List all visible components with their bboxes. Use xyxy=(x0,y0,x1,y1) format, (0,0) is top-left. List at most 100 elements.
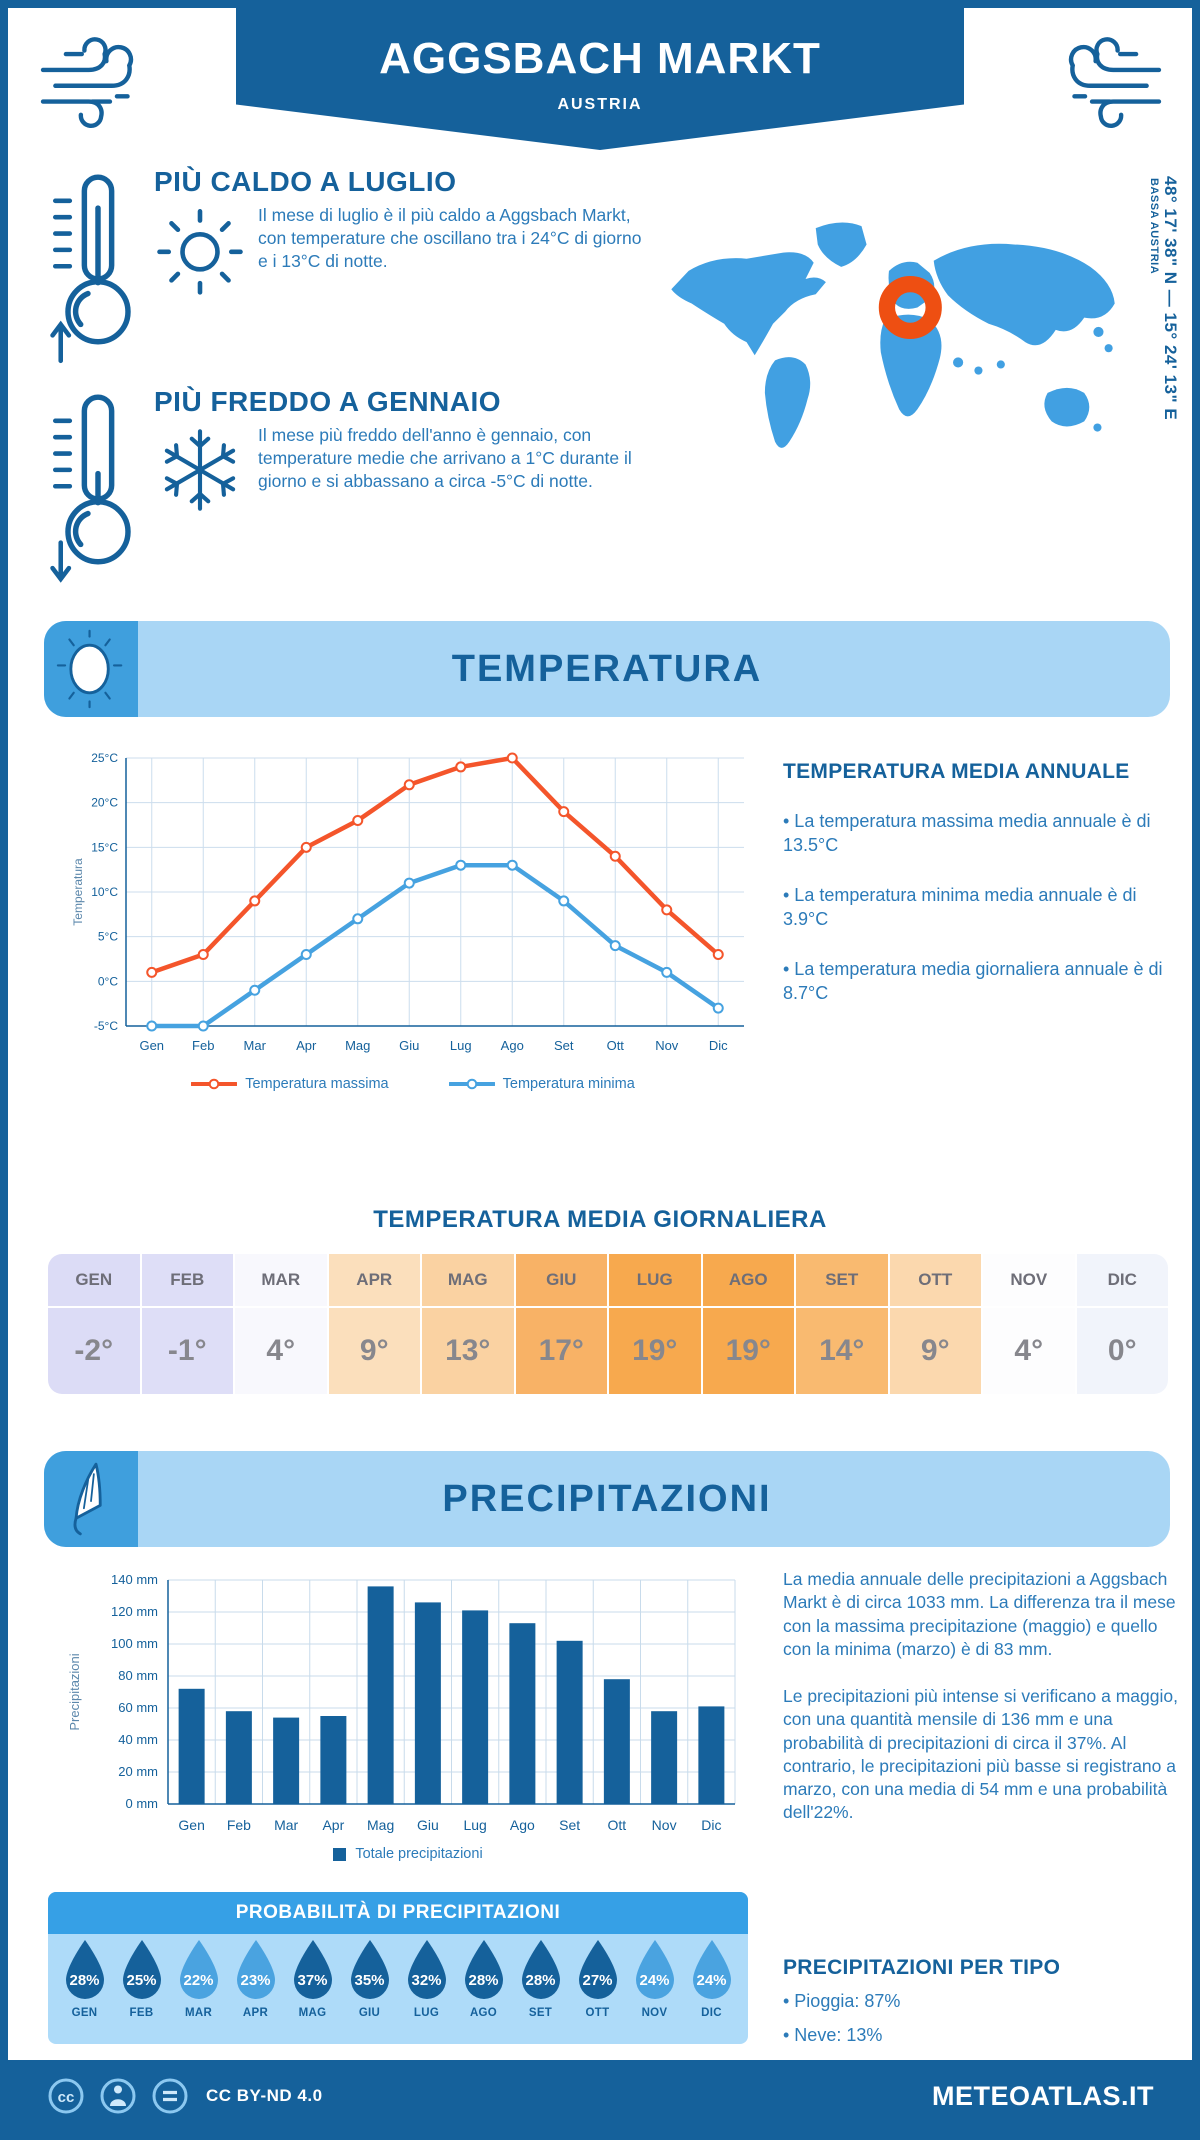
warmest-month-title: PIÙ CALDO A LUGLIO xyxy=(154,166,457,197)
table-month-header: FEB xyxy=(141,1254,233,1306)
no-derivatives-icon xyxy=(152,2078,188,2114)
svg-text:Mar: Mar xyxy=(274,1817,298,1833)
svg-text:5°C: 5°C xyxy=(98,930,118,944)
table-temperature-value: -1° xyxy=(141,1308,233,1394)
daily-table-title: TEMPERATURA MEDIA GIORNALIERA xyxy=(373,1206,827,1233)
probability-value: 25% xyxy=(126,1972,157,1989)
license-label: CC BY-ND 4.0 xyxy=(206,2086,323,2105)
table-temperature-value: 9° xyxy=(328,1308,420,1394)
table-temperature-value: 19° xyxy=(609,1308,701,1394)
svg-text:cc: cc xyxy=(58,2089,75,2106)
header-banner: AGGSBACH MARKT AUSTRIA xyxy=(236,8,964,150)
coldest-month-block: PIÙ FREDDO A GENNAIO Il mese più freddo … xyxy=(48,380,650,598)
table-month-header: GIU xyxy=(515,1254,607,1306)
probability-month: NOV xyxy=(641,2007,668,2019)
probability-value: 23% xyxy=(240,1972,271,1989)
probability-drop: 23% APR xyxy=(227,1939,284,2019)
probability-month: LUG xyxy=(413,2007,440,2019)
precipitation-section-banner: PRECIPITAZIONI xyxy=(44,1451,1170,1547)
table-month-header: NOV xyxy=(983,1254,1075,1306)
warmest-month-block: PIÙ CALDO A LUGLIO Il mese di luglio è i… xyxy=(48,160,650,378)
table-temperature-value: 14° xyxy=(796,1308,888,1394)
cc-license-icons: cc xyxy=(46,2076,190,2116)
probability-panel-title: PROBABILITÀ DI PRECIPITAZIONI xyxy=(48,1892,748,1934)
thermometer-down-icon xyxy=(50,394,131,583)
table-temperature-value: 19° xyxy=(702,1308,794,1394)
svg-text:15°C: 15°C xyxy=(91,840,118,854)
legend-square xyxy=(333,1847,347,1861)
temperature-line-chart: -5°C 0°C 5°C 10°C 15°C 20°C 25°C Gen Feb Mar Apr Ma… xyxy=(71,751,744,1053)
probability-month: AGO xyxy=(469,2007,498,2019)
svg-text:Mar: Mar xyxy=(244,1038,267,1053)
svg-text:Dic: Dic xyxy=(701,1817,721,1833)
svg-text:Giu: Giu xyxy=(399,1038,419,1053)
daily-temperature-table: GEN FEB MAR APR MAG GIU LUG AGO SET OTT NOV DIC -2° -… xyxy=(48,1254,1168,1394)
cc-icon: cc xyxy=(48,2078,84,2114)
table-month-header: APR xyxy=(328,1254,420,1306)
per-type-title: PRECIPITAZIONI PER TIPO xyxy=(783,1956,1061,1979)
wind-icon xyxy=(1068,37,1162,129)
coldest-month-text: Il mese più freddo dell'anno è gennaio, … xyxy=(258,425,632,492)
svg-text:Nov: Nov xyxy=(655,1038,679,1053)
annual-temperature-title: TEMPERATURA MEDIA ANNUALE xyxy=(783,760,1130,783)
probability-drops: 28% GEN 25% FEB 22% MAR 23% APR 37% MAG 35% GIU 32% L… xyxy=(48,1934,748,2019)
svg-text:-5°C: -5°C xyxy=(94,1019,118,1033)
coordinates-block: 48° 17' 38" N — 15° 24' 13" E BASSA AUST… xyxy=(1148,176,1180,616)
probability-value: 24% xyxy=(696,1972,727,1989)
temperature-chart-legend: Temperatura massima Temperatura minima xyxy=(68,1076,758,1092)
site-name: METEOATLAS.IT xyxy=(932,2080,1154,2111)
wind-icon xyxy=(40,37,134,129)
probability-value: 28% xyxy=(525,1972,556,1989)
table-month-header: MAG xyxy=(422,1254,514,1306)
svg-text:Gen: Gen xyxy=(178,1817,204,1833)
table-month-header: AGO xyxy=(702,1254,794,1306)
umbrella-tile-icon xyxy=(44,1451,138,1547)
probability-drop: 24% DIC xyxy=(683,1939,740,2019)
footer: cc CC BY-ND 4.0 METEOATLAS.IT xyxy=(8,2060,1192,2132)
probability-value: 24% xyxy=(639,1972,670,1989)
probability-drop: 27% OTT xyxy=(569,1939,626,2019)
annual-mean-bullet: • La temperatura media giornaliera annua… xyxy=(783,958,1163,1003)
probability-month: GIU xyxy=(358,2007,381,2019)
svg-text:Precipitazioni: Precipitazioni xyxy=(67,1653,82,1730)
probability-drop: 32% LUG xyxy=(398,1939,455,2019)
probability-drop: 24% NOV xyxy=(626,1939,683,2019)
probability-value: 27% xyxy=(582,1972,613,1989)
world-map xyxy=(671,222,1115,448)
annual-temperature-column: TEMPERATURA MEDIA ANNUALE • La temperatu… xyxy=(783,760,1183,1006)
svg-text:140 mm: 140 mm xyxy=(111,1572,158,1587)
probability-month: FEB xyxy=(129,2007,154,2019)
legend-item: Temperatura minima xyxy=(448,1076,635,1092)
svg-text:Feb: Feb xyxy=(227,1817,251,1833)
svg-text:Mag: Mag xyxy=(367,1817,394,1833)
precipitation-paragraph: La media annuale delle precipitazioni a … xyxy=(783,1569,1176,1659)
probability-month: GEN xyxy=(71,2007,98,2019)
region-label: BASSA AUSTRIA xyxy=(1148,178,1160,275)
snow-bullet: • Neve: 13% xyxy=(783,2024,883,2045)
probability-drop: 22% MAR xyxy=(170,1939,227,2019)
probability-drop: 28% SET xyxy=(512,1939,569,2019)
legend-label: Totale precipitazioni xyxy=(355,1846,483,1862)
svg-text:80 mm: 80 mm xyxy=(118,1668,158,1683)
svg-text:10°C: 10°C xyxy=(91,885,118,899)
svg-text:Apr: Apr xyxy=(296,1038,317,1053)
svg-text:Apr: Apr xyxy=(322,1817,344,1833)
probability-drop: 37% MAG xyxy=(284,1939,341,2019)
svg-text:0 mm: 0 mm xyxy=(126,1796,159,1811)
page-subtitle: AUSTRIA xyxy=(557,96,643,113)
svg-text:Set: Set xyxy=(554,1038,574,1053)
table-month-header: LUG xyxy=(609,1254,701,1306)
snowflake-icon xyxy=(164,429,236,511)
svg-text:Ago: Ago xyxy=(501,1038,524,1053)
svg-text:Lug: Lug xyxy=(463,1817,486,1833)
temperature-section-title: TEMPERATURA xyxy=(451,648,763,690)
svg-text:Ago: Ago xyxy=(510,1817,535,1833)
table-month-header: GEN xyxy=(48,1254,140,1306)
coordinates: 48° 17' 38" N — 15° 24' 13" E xyxy=(1161,176,1180,421)
table-temperature-value: 9° xyxy=(889,1308,981,1394)
table-temperature-value: 4° xyxy=(235,1308,327,1394)
probability-drop: 35% GIU xyxy=(341,1939,398,2019)
probability-value: 22% xyxy=(183,1972,214,1989)
precipitation-bar-chart: 0 mm 20 mm 40 mm 60 mm 80 mm 100 mm 120 mm 140 … xyxy=(67,1572,736,1833)
